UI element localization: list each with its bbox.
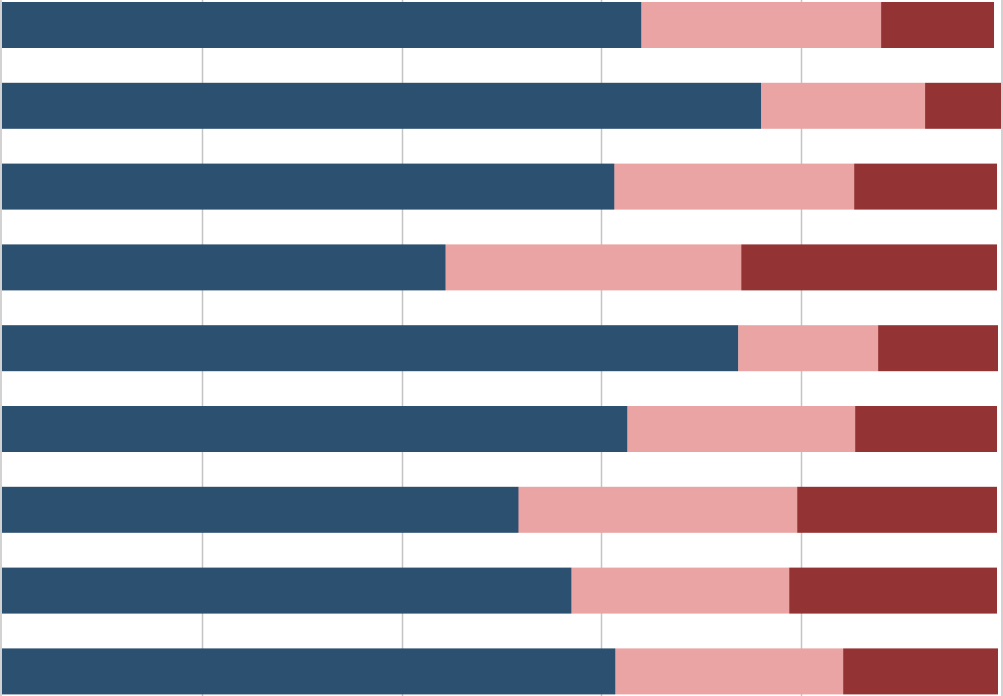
bar-segment-row8-series1: [2, 567, 572, 614]
bar-segment-row2-series2: [761, 82, 926, 129]
bar-segment-row4-series1: [2, 244, 446, 291]
bar-segment-row5-series3: [878, 325, 998, 372]
bar-segment-row1-series2: [641, 2, 882, 48]
bar-segment-row7-series3: [797, 486, 997, 533]
bar-segment-row3-series2: [614, 163, 855, 210]
bar-segment-row3-series3: [854, 163, 998, 210]
bar-segment-row9-series2: [615, 648, 844, 695]
bar-segment-row2-series3: [925, 82, 1001, 129]
bar-segment-row6-series3: [855, 406, 998, 452]
bar-segment-row6-series1: [2, 406, 628, 452]
bar-segment-row4-series3: [741, 244, 997, 291]
bar-segment-row4-series2: [445, 244, 742, 291]
bar-segment-row5-series1: [2, 325, 739, 372]
bar-segment-row7-series2: [518, 486, 798, 533]
bar-segment-row9-series1: [2, 648, 616, 695]
bar-segment-row2-series1: [2, 82, 762, 129]
bar-segment-row1-series1: [2, 2, 642, 48]
bar-segment-row8-series3: [789, 567, 997, 614]
bar-segment-row8-series2: [571, 567, 790, 614]
bar-segment-row9-series3: [843, 648, 998, 695]
bar-segment-row6-series2: [627, 406, 856, 452]
bar-segment-row3-series1: [2, 163, 615, 210]
bar-segment-row5-series2: [738, 325, 879, 372]
bar-segment-row7-series1: [2, 486, 519, 533]
bar-segment-row1-series3: [881, 2, 995, 48]
